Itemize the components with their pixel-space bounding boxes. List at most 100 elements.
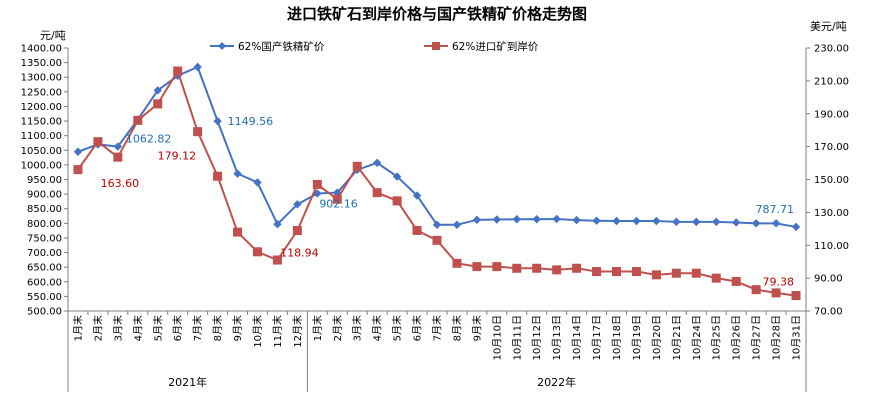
diamond-marker xyxy=(432,220,442,229)
left-tick-label: 1150.00 xyxy=(21,117,62,128)
square-marker xyxy=(592,267,602,277)
right-tick-label: 90.00 xyxy=(814,274,843,285)
x-tick-label: 6月末 xyxy=(411,315,424,341)
x-tick-label: 8月末 xyxy=(211,315,224,341)
legend-label: 62%进口矿到岸价 xyxy=(452,40,539,53)
legend-label: 62%国产铁精矿价 xyxy=(238,40,325,53)
square-marker xyxy=(552,265,562,275)
diamond-marker xyxy=(73,147,83,156)
right-tick-label: 150.00 xyxy=(814,175,849,186)
data-label: 163.60 xyxy=(101,177,140,190)
legend: 62%国产铁精矿价 62%进口矿到岸价 xyxy=(210,40,539,53)
square-marker xyxy=(791,291,801,301)
left-tick-label: 1100.00 xyxy=(21,131,62,142)
x-tick-label: 10月10日 xyxy=(491,315,503,360)
legend-diamond-icon xyxy=(218,42,226,50)
diamond-marker xyxy=(253,178,262,187)
square-marker xyxy=(452,258,462,268)
left-tick-label: 1200.00 xyxy=(21,102,62,113)
x-tick-label: 2月末 xyxy=(331,315,344,341)
x-tick-label: 10月21日 xyxy=(671,315,683,360)
diamond-marker xyxy=(492,215,502,224)
x-tick-label: 10月25日 xyxy=(711,315,723,360)
diamond-marker xyxy=(193,62,202,72)
right-tick-label: 210.00 xyxy=(814,76,849,87)
x-tick-label: 10月26日 xyxy=(731,315,743,360)
x-tick-label: 1月末 xyxy=(71,315,84,341)
square-marker xyxy=(651,270,661,280)
x-tick-label: 9月末 xyxy=(231,315,244,341)
left-tick-label: 1350.00 xyxy=(21,58,62,69)
series-line-1 xyxy=(77,68,797,297)
x-tick-label: 4月末 xyxy=(131,315,144,341)
square-marker xyxy=(432,235,442,245)
square-marker xyxy=(93,137,103,147)
left-tick-label: 1400.00 xyxy=(21,44,62,55)
x-tick-label: 10月24日 xyxy=(691,315,703,360)
square-marker xyxy=(153,99,163,109)
square-marker xyxy=(352,161,362,171)
right-tick-label: 130.00 xyxy=(814,208,849,219)
square-marker xyxy=(173,66,183,76)
data-label: 1149.56 xyxy=(228,115,274,128)
square-marker xyxy=(572,263,582,273)
x-tick-label: 10月19日 xyxy=(631,315,643,360)
x-tick-label: 10月12日 xyxy=(531,315,543,360)
x-tick-label: 11月末 xyxy=(271,315,284,348)
x-tick-label: 6月末 xyxy=(171,315,184,341)
x-tick-label: 10月14日 xyxy=(571,315,583,360)
square-marker xyxy=(532,263,542,273)
x-tick-label: 3月末 xyxy=(351,315,364,341)
data-label: 787.71 xyxy=(756,203,795,216)
x-tick-label: 10月13日 xyxy=(551,315,563,360)
diamond-marker xyxy=(791,222,801,232)
data-label: 1062.82 xyxy=(126,133,172,146)
diamond-marker xyxy=(372,158,382,168)
square-marker xyxy=(412,225,422,235)
diamond-marker xyxy=(632,216,641,226)
square-marker xyxy=(612,267,622,277)
diamond-marker xyxy=(771,219,781,228)
x-tick-label: 10月28日 xyxy=(771,315,783,360)
left-tick-label: 1000.00 xyxy=(21,160,62,171)
left-tick-label: 700.00 xyxy=(27,248,62,259)
square-marker xyxy=(392,196,402,206)
square-marker xyxy=(193,127,203,137)
square-marker xyxy=(751,285,761,295)
data-label: 79.38 xyxy=(763,276,795,289)
x-tick-label: 10月27日 xyxy=(751,315,763,360)
left-tick-label: 1250.00 xyxy=(21,87,62,98)
diamond-marker xyxy=(113,142,123,151)
x-tick-label: 7月末 xyxy=(431,315,444,341)
left-tick-label: 950.00 xyxy=(27,175,62,186)
left-tick-label: 1300.00 xyxy=(21,73,62,84)
diamond-marker xyxy=(532,215,541,224)
square-marker xyxy=(372,188,382,198)
diamond-marker xyxy=(213,116,222,126)
square-marker xyxy=(691,268,701,278)
right-tick-label: 110.00 xyxy=(814,241,849,252)
left-tick-label: 600.00 xyxy=(27,277,62,288)
square-marker xyxy=(631,267,641,277)
square-marker xyxy=(272,255,282,265)
square-marker xyxy=(73,165,83,175)
left-tick-label: 1050.00 xyxy=(21,146,62,157)
diamond-marker xyxy=(751,219,761,228)
diamond-marker xyxy=(293,200,302,209)
diamond-marker xyxy=(712,217,721,227)
left-tick-label: 750.00 xyxy=(27,233,62,244)
square-marker xyxy=(312,179,322,189)
left-axis-unit: 元/吨 xyxy=(40,29,66,42)
diamond-marker xyxy=(652,216,661,226)
square-marker xyxy=(492,262,502,272)
square-marker xyxy=(292,226,302,236)
diamond-marker xyxy=(153,86,162,95)
diamond-marker xyxy=(572,215,581,225)
right-tick-label: 190.00 xyxy=(814,109,849,120)
square-marker xyxy=(233,227,243,237)
diamond-marker xyxy=(512,215,521,224)
x-tick-label: 10月20日 xyxy=(651,315,663,360)
square-marker xyxy=(472,262,482,272)
x-tick-label: 10月末 xyxy=(251,315,264,348)
